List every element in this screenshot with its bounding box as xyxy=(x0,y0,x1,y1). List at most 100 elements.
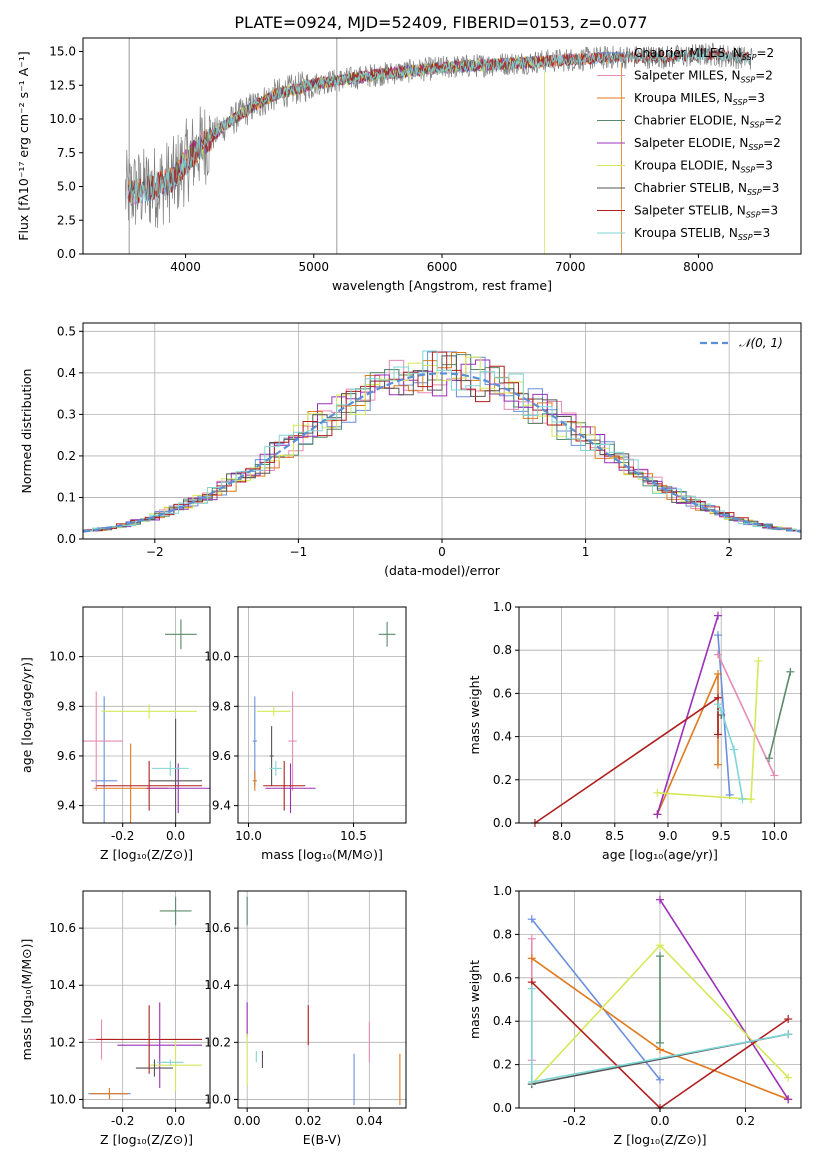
errorbar-points xyxy=(246,896,401,1106)
legend-n-prefix: , N xyxy=(721,226,738,240)
x-tick-label: 0.02 xyxy=(295,1114,322,1128)
y-tick-label: 10.4 xyxy=(49,978,76,992)
legend-n-prefix: , N xyxy=(730,181,747,195)
legend-n-value: =3 xyxy=(755,159,773,173)
y-tick-label: 0.0 xyxy=(493,1101,512,1115)
y-tick-label: 10.0 xyxy=(49,650,76,664)
age-vs-metallicity-panel: -0.2 0.0 9.4 9.6 9.8 10.0 Z [log₁₀(Z/Z⊙)] age [… xyxy=(19,606,211,862)
legend-name: Salpeter STELIB xyxy=(634,204,729,218)
legend-n-prefix: , N xyxy=(724,69,741,83)
legend-name: Chabrier MILES xyxy=(634,46,725,60)
y-tick-label: 0.0 xyxy=(57,247,76,261)
legend-entry: Kroupa ELODIE, NSSP=3 xyxy=(634,159,773,175)
errorbar-points xyxy=(252,621,396,814)
plot-frame xyxy=(237,606,407,824)
histogram-step xyxy=(83,356,801,532)
legend-name: Salpeter ELODIE xyxy=(634,136,732,150)
x-tick-label: 8000 xyxy=(683,260,714,274)
x-axis-label: (data-model)/error xyxy=(384,563,501,578)
x-axis-label: age [log₁₀(age/yr)] xyxy=(602,847,718,862)
legend-entry: Salpeter MILES, NSSP=2 xyxy=(634,69,773,85)
y-axis-label: age [log₁₀(age/yr)] xyxy=(19,657,34,773)
legend-entry: Chabrier ELODIE, NSSP=2 xyxy=(634,114,782,130)
x-tick-label: 0.0 xyxy=(650,1114,669,1128)
y-tick-label: 1.0 xyxy=(493,884,512,898)
y-tick-label: 10.2 xyxy=(204,1035,231,1049)
y-tick-label: 0.4 xyxy=(493,730,512,744)
y-tick-label: 1.0 xyxy=(493,600,512,614)
y-tick-label: 0.8 xyxy=(493,643,512,657)
y-tick-label: 0.8 xyxy=(493,927,512,941)
legend-entry: Kroupa STELIB, NSSP=3 xyxy=(634,226,770,242)
y-tick-label: 9.4 xyxy=(57,799,76,813)
x-axis-label: Z [log₁₀(Z/Z⊙)] xyxy=(100,1132,193,1147)
y-tick-label: 0.1 xyxy=(57,490,76,504)
y-tick-label: 15.0 xyxy=(49,45,76,59)
y-tick-label: 0.4 xyxy=(57,366,76,380)
y-tick-label: 0.2 xyxy=(57,449,76,463)
y-tick-label: 10.6 xyxy=(204,921,231,935)
y-axis-label: Normed distribution xyxy=(19,369,34,494)
x-tick-label: 8.5 xyxy=(605,829,624,843)
legend-n-prefix: , N xyxy=(733,114,750,128)
x-tick-label: 0.00 xyxy=(234,1114,261,1128)
y-tick-label: 10.2 xyxy=(49,1035,76,1049)
y-tick-label: 9.4 xyxy=(212,799,231,813)
legend-name: Salpeter MILES xyxy=(634,69,724,83)
x-tick-label: 8.0 xyxy=(552,829,571,843)
mass-vs-extinction-panel: 0.00 0.02 0.04 10.0 10.2 10.4 10.6 E(B-V) xyxy=(204,890,407,1147)
x-tick-label: 10.0 xyxy=(235,829,262,843)
model-fit-line xyxy=(127,48,750,204)
residuals-panel: −2 −1 0 1 2 0.0 0.1 0.2 0.3 0.4 0.5 (data-model)/er… xyxy=(19,322,802,578)
x-tick-label: 0 xyxy=(438,545,446,559)
x-tick-label: 4000 xyxy=(170,260,201,274)
mass-vs-metallicity-panel: -0.2 0.0 10.0 10.2 10.4 10.6 Z [log₁₀(Z/Z⊙)] ma… xyxy=(19,890,211,1147)
legend-name: Kroupa STELIB xyxy=(634,226,721,240)
errorbar-points xyxy=(88,896,203,1100)
figure-title: PLATE=0924, MJD=52409, FIBERID=0153, z=0… xyxy=(234,13,647,32)
y-tick-label: 12.5 xyxy=(49,78,76,92)
y-tick-label: 10.0 xyxy=(49,1092,76,1106)
y-tick-label: 0.6 xyxy=(493,971,512,985)
x-axis-label: mass [log₁₀(M/M⊙)] xyxy=(261,847,383,862)
y-tick-label: 9.6 xyxy=(57,749,76,763)
y-tick-label: 10.0 xyxy=(49,112,76,126)
legend-name: Kroupa MILES xyxy=(634,91,716,105)
y-axis-label: mass [log₁₀(M/M⊙)] xyxy=(19,939,34,1061)
spectrum-panel: 4000 5000 6000 7000 8000 0.0 2.5 5.0 7.5 10.0 12.5… xyxy=(16,37,802,293)
x-axis-label: Z [log₁₀(Z/Z⊙)] xyxy=(614,1132,707,1147)
legend-entry: Kroupa MILES, NSSP=3 xyxy=(634,91,765,107)
plot-frame xyxy=(82,890,211,1109)
legend-n-subscript: SSP xyxy=(746,211,761,220)
spectrum-traces xyxy=(124,38,753,254)
legend-n-value: =2 xyxy=(755,69,773,83)
y-axis-label: Flux [fλ10⁻¹⁷ erg cm⁻² s⁻¹ A⁻¹] xyxy=(16,51,31,240)
legend-n-subscript: SSP xyxy=(741,166,756,175)
weight-line xyxy=(717,703,744,800)
legend-n-value: =2 xyxy=(756,46,774,60)
legend-entry: Salpeter STELIB, NSSP=3 xyxy=(634,204,778,220)
legend-n-value: =3 xyxy=(753,226,771,240)
weight-line xyxy=(534,696,719,824)
legend-n-prefix: , N xyxy=(724,159,741,173)
weight-series xyxy=(530,611,795,827)
legend-entry: Chabrier MILES, NSSP=2 xyxy=(634,46,774,62)
plot-frame xyxy=(237,890,407,1109)
x-tick-label: -0.2 xyxy=(111,1114,134,1128)
x-axis-label: wavelength [Angstrom, rest frame] xyxy=(332,278,552,293)
x-tick-label: 5000 xyxy=(299,260,330,274)
x-tick-label: 2 xyxy=(725,545,733,559)
y-tick-label: 0.0 xyxy=(493,816,512,830)
weight-line xyxy=(531,918,661,1081)
legend-n-subscript: SSP xyxy=(738,233,753,242)
x-tick-label: −1 xyxy=(290,545,308,559)
legend-n-value: =3 xyxy=(747,91,765,105)
histogram-step xyxy=(83,350,801,532)
y-axis-label: mass weight xyxy=(467,960,482,1039)
weight-vs-metallicity-panel: -0.2 0.0 0.2 0.0 0.2 0.4 0.6 0.8 1.0 Z [log₁₀(Z/Z… xyxy=(467,884,802,1147)
x-tick-label: 10.5 xyxy=(340,829,367,843)
legend-n-value: =2 xyxy=(764,114,782,128)
x-tick-label: 0.2 xyxy=(736,1114,755,1128)
legend-n-subscript: SSP xyxy=(733,98,748,107)
